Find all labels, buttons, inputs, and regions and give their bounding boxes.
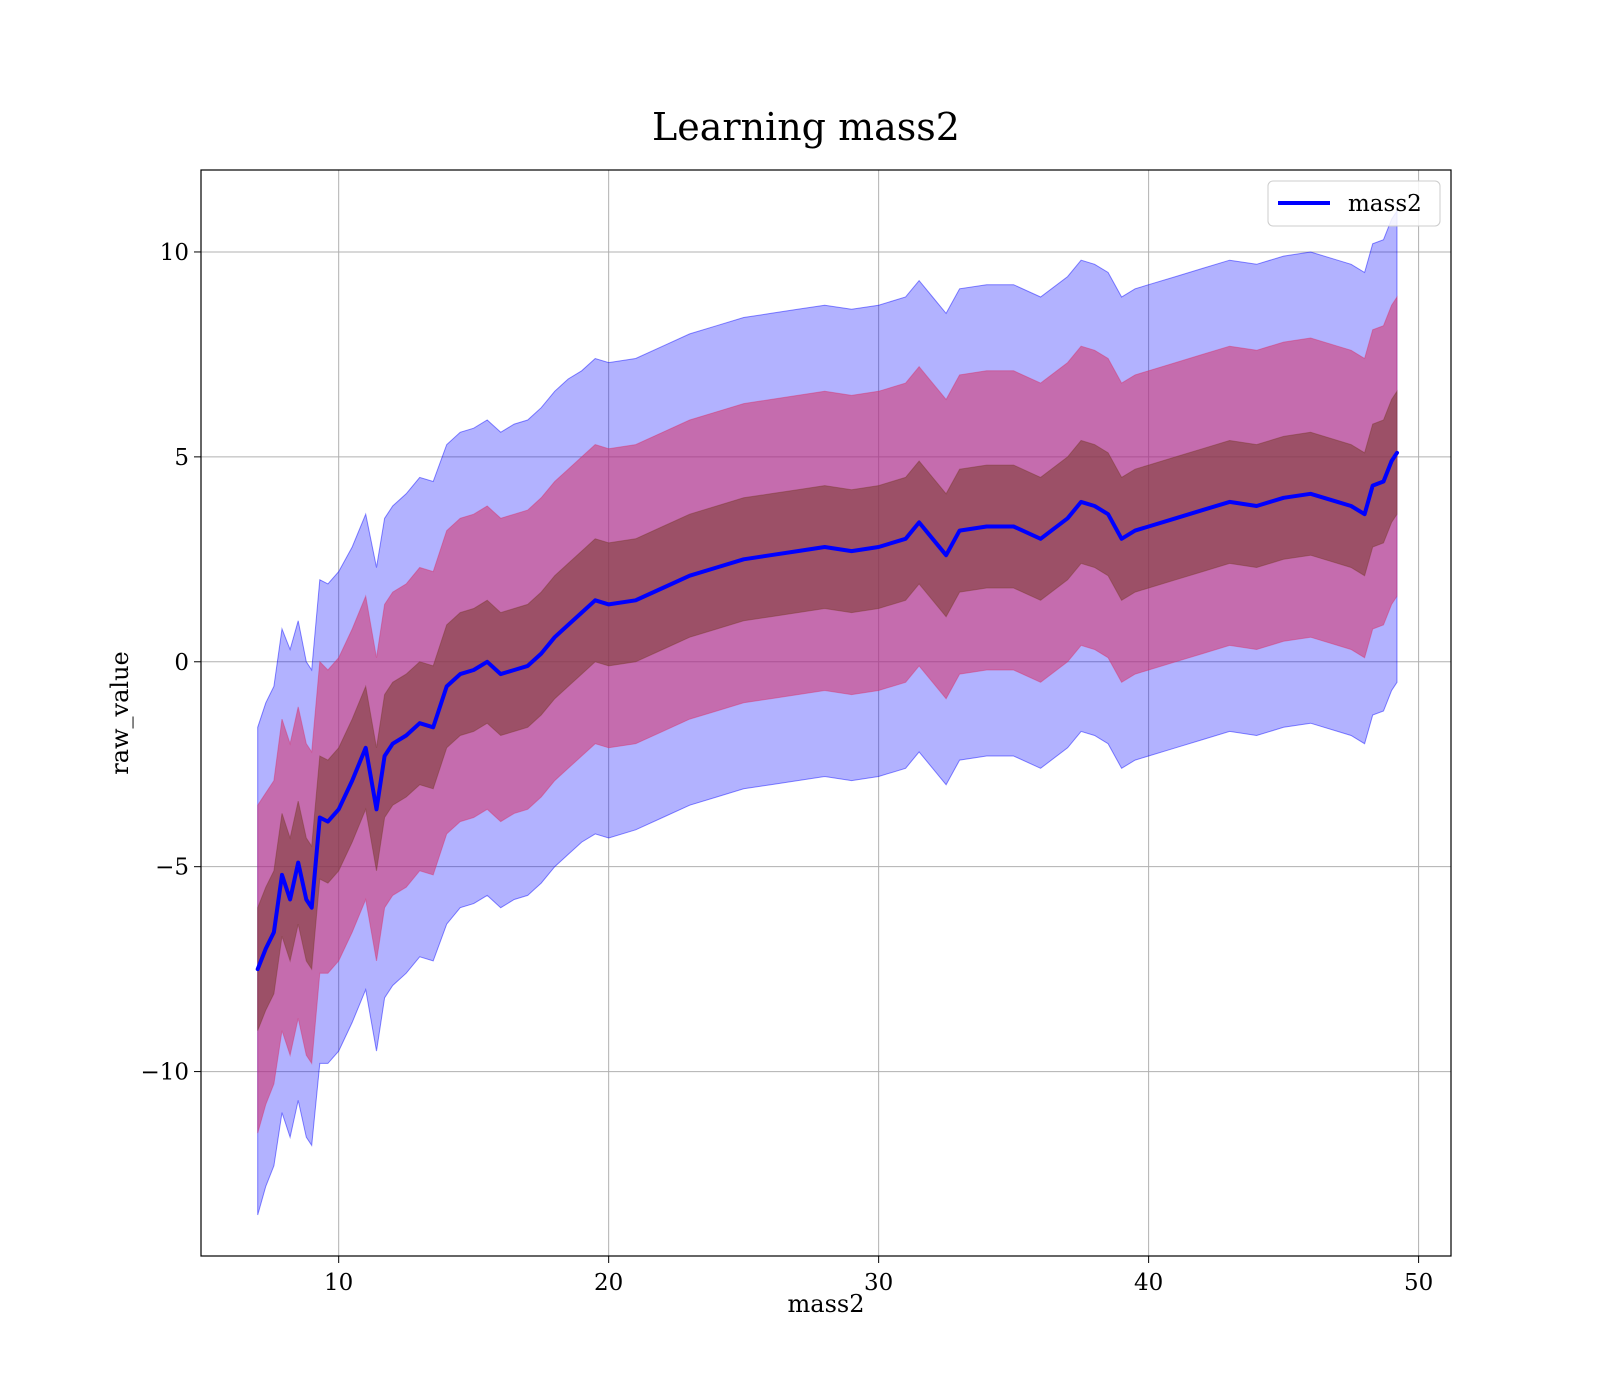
x-tick-label: 40 <box>1134 1270 1163 1296</box>
band-inner <box>257 389 1398 1031</box>
x-tick-label: 20 <box>594 1270 623 1296</box>
y-tick-label: −5 <box>155 855 189 881</box>
y-axis-label: raw_value <box>106 651 134 775</box>
legend-label-mass2: mass2 <box>1348 191 1422 217</box>
x-axis-label: mass2 <box>788 1290 865 1318</box>
y-tick-label: 0 <box>174 650 189 676</box>
y-tick-label: 5 <box>174 445 189 471</box>
x-tick-label: 10 <box>324 1270 353 1296</box>
x-tick-label: 30 <box>864 1270 893 1296</box>
series-lines <box>255 450 1399 972</box>
chart-title: Learning mass2 <box>652 105 960 149</box>
uncertainty-bands <box>257 209 1398 1216</box>
legend: mass2 <box>1267 180 1441 227</box>
y-tick-label: −10 <box>140 1060 189 1086</box>
series-line-mass2 <box>255 450 1399 972</box>
x-tick-label: 50 <box>1404 1270 1433 1296</box>
plot-frame <box>200 169 1452 1257</box>
y-tick-label: 10 <box>160 240 189 266</box>
legend-box <box>1267 180 1441 227</box>
